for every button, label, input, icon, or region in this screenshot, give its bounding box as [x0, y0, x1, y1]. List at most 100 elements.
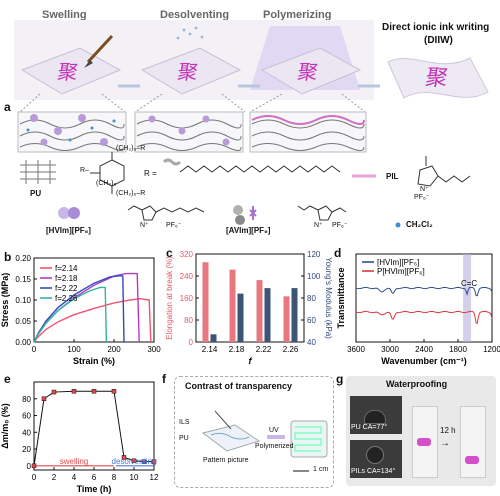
panel-d-label: d — [334, 246, 342, 260]
swelling-label: swelling — [60, 457, 88, 466]
x-tick-label: 2 — [52, 473, 57, 482]
avim-n-plus: N⁺ — [314, 222, 323, 229]
cc-band — [463, 254, 472, 342]
chart-elongation-modulus: 2.14 2.18 2.22 2.26 0 80 160 240 320 40 60 80 100 120… — [165, 250, 333, 366]
pils-droplet-shape — [366, 446, 384, 464]
panel-e-label: e — [4, 372, 11, 386]
data-point — [91, 388, 97, 394]
scale-label: 1 cm — [313, 466, 329, 473]
x-tick-label: 2.22 — [256, 345, 272, 354]
x-tick-label: 100 — [67, 345, 81, 354]
time-label: 12 h — [440, 426, 456, 435]
x-tick-label: 2.18 — [229, 345, 245, 354]
x-tick-label: 1200 — [483, 345, 500, 354]
ils-label: ILS — [179, 419, 190, 426]
y-tick-label: 20 — [22, 445, 31, 454]
panel-f-label: f — [162, 372, 166, 386]
x-axis-label: Wavenumber (cm⁻¹) — [381, 356, 466, 366]
x-tick-label: 4 — [72, 473, 77, 482]
polymerized-label: Polymerized — [255, 443, 294, 450]
y-tick-label: 60 — [22, 412, 31, 421]
film-final — [387, 57, 489, 99]
brush-tip-icon — [84, 60, 93, 68]
brush-icon — [86, 34, 114, 64]
x-tick-label: 300 — [147, 345, 161, 354]
stage-swelling: Swelling — [42, 9, 87, 21]
pu-network-icon — [20, 160, 56, 184]
ch2cl2-dot-icon — [395, 222, 401, 228]
chart-stress-strain: 0 100 200 300 0.00 0.05 0.10 0.15 0.20 Strain (%)… — [0, 254, 161, 366]
annotation-label: C=C — [461, 279, 477, 288]
y-right-tick-label: 80 — [307, 294, 316, 303]
panel-f-frame: Contrast of transparency ILS PU UV Polym… — [174, 376, 334, 488]
bar-elongation — [202, 262, 209, 342]
pils-ca-label: PILs CA=134° — [351, 468, 396, 475]
x-tick-label: 2.14 — [202, 345, 218, 354]
chain-left: (CH₂)₆ — [96, 180, 117, 187]
pil-structure-icon — [417, 156, 471, 187]
x-tick-label: 3000 — [381, 345, 399, 354]
data-point — [131, 458, 137, 464]
r-definition: R = — [144, 169, 157, 178]
chart-ftir: C=C 3600 3000 2400 1800 1200 Wavenumber (cm⁻¹)… — [336, 253, 500, 366]
series-line-f=2.14 — [33, 298, 152, 343]
x-tick-label: 8 — [112, 473, 117, 482]
y-tick-label: 160 — [180, 294, 194, 303]
y-right-tick-label: 120 — [307, 250, 321, 259]
series-line-f=2.26 — [33, 286, 108, 343]
y-tick-label: 0.10 — [15, 296, 31, 305]
series-line-f=2.22 — [33, 274, 125, 343]
y-tick-label: 0 — [27, 462, 32, 471]
y-tick-label: 240 — [180, 272, 194, 281]
x-axis-label: f — [249, 356, 253, 366]
panel-g-frame: Waterproofing PU CA=77° PILs CA=134° 12 … — [346, 376, 496, 486]
legend-label: f=2.26 — [55, 294, 78, 303]
film-desolventing — [140, 47, 242, 95]
data-point — [151, 459, 157, 464]
x-tick-label: 200 — [107, 345, 121, 354]
panel-f-title: Contrast of transparency — [185, 381, 293, 391]
data-point — [31, 463, 37, 469]
film-in-vial-after — [465, 456, 479, 464]
bar-modulus — [291, 288, 298, 342]
panel-g-title: Waterproofing — [386, 379, 448, 389]
x-tick-label: 2400 — [415, 345, 433, 354]
y-tick-label: 320 — [180, 250, 194, 259]
hvim-pf6: PF₆⁻ — [166, 222, 182, 229]
avim-spheres-icon — [233, 205, 257, 225]
pattern-label: Pattern picture — [203, 457, 249, 464]
y-right-tick-label: 60 — [307, 316, 316, 325]
desolventing-label: desolventing — [112, 457, 157, 466]
legend-label: P[HVIm][PF₆] — [377, 267, 425, 276]
legend-label: f=2.22 — [55, 284, 78, 293]
data-point — [141, 459, 147, 464]
zoom-lines — [19, 93, 366, 113]
x-tick-label: 0 — [32, 345, 37, 354]
bar-elongation — [283, 296, 290, 342]
film-polymerizing — [260, 47, 362, 95]
stage-polymerizing: Polymerizing — [263, 9, 332, 21]
legend-label: [HVIm][PF₆] — [377, 258, 419, 267]
legend-label: f=2.18 — [55, 274, 78, 283]
r-prefix: R– — [80, 167, 89, 174]
panel-g-label: g — [336, 372, 344, 386]
chart-mass-change: 0 2 4 6 8 10 12 0 20 40 60 80 Time (h) Δm/m₀ (%) swell… — [0, 381, 159, 494]
x-tick-label: 3600 — [347, 345, 365, 354]
pil-pf6: PF₆⁻ — [414, 194, 430, 201]
x-tick-label: 6 — [92, 473, 97, 482]
hvim-n-plus: N⁺ — [140, 222, 149, 229]
y-tick-label: 0.20 — [15, 254, 31, 263]
chain-bottom: (CH₂)₆–R — [116, 190, 146, 197]
x-tick-label: 2.26 — [283, 345, 299, 354]
x-tick-label: 1800 — [449, 345, 467, 354]
pu-label: PU — [30, 189, 42, 198]
data-point — [71, 388, 77, 394]
uv-label-f: UV — [269, 427, 279, 434]
y-tick-label: 0.15 — [15, 275, 31, 284]
hvim-spheres-icon — [58, 207, 80, 219]
x-tick-label: 0 — [32, 473, 37, 482]
series-line-hvim — [355, 286, 493, 297]
y-tick-label: 0.00 — [15, 338, 31, 347]
avim-pf6: PF₆⁻ — [332, 222, 348, 229]
y-tick-label: 0.05 — [15, 317, 31, 326]
